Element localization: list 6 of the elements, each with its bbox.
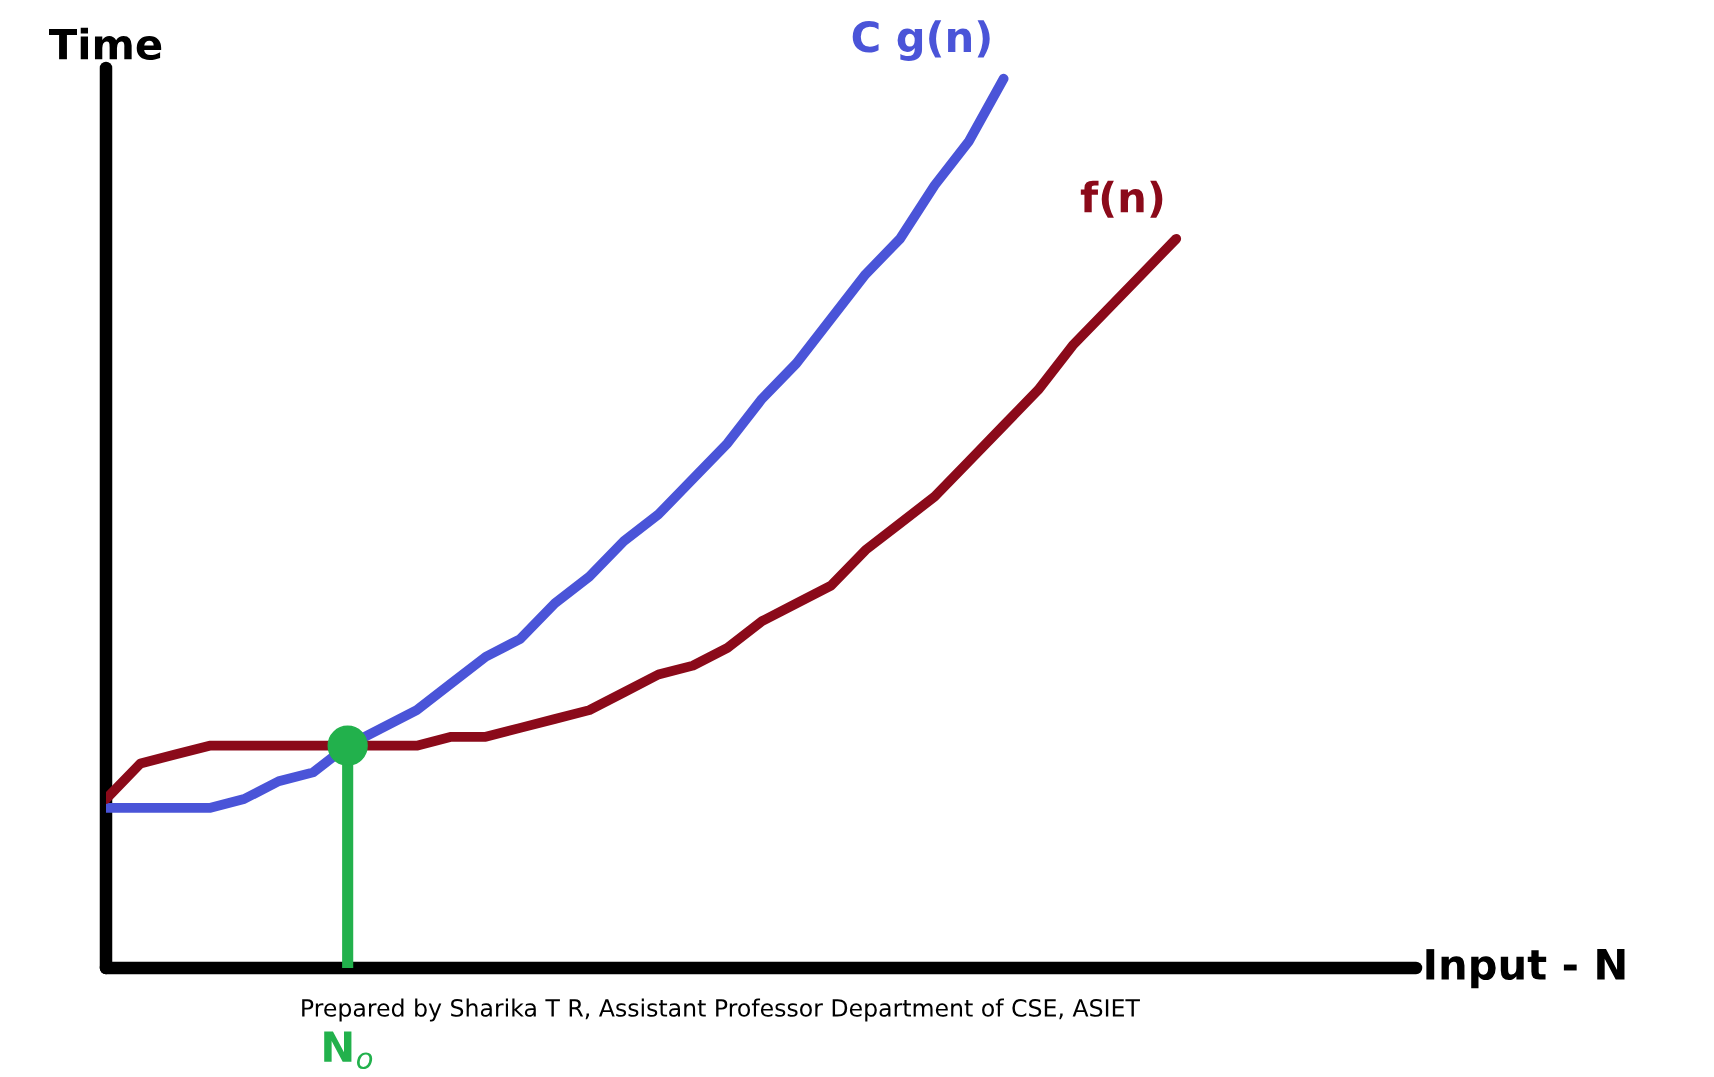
series-label: C g(n) — [852, 20, 990, 61]
series-label: f(n) — [1080, 180, 1163, 218]
text: N$_{o}$ — [324, 1031, 373, 1070]
text: Input - N — [1426, 949, 1625, 989]
text: Prepared by Sharika T R, Assistant Professor Department of CSE, ASIET — [302, 998, 1140, 1022]
y-axis-title: Time — [49, 27, 162, 60]
